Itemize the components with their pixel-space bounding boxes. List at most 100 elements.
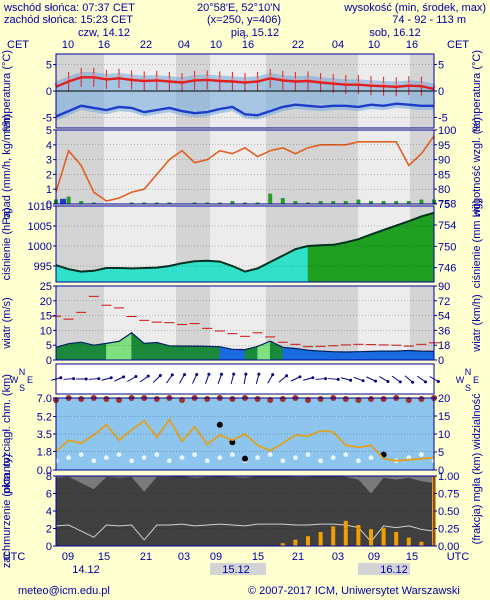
precip-bar xyxy=(419,199,424,204)
wind-speed-area-segment xyxy=(106,341,120,361)
precipitation-ytick-right: 80 xyxy=(438,184,450,196)
dewpoint-ensemble-point xyxy=(142,108,146,111)
cloud-base-marker xyxy=(179,455,185,461)
temperature-ensemble-point xyxy=(167,77,171,81)
cloud-base-marker xyxy=(204,458,210,464)
compass-south-label: S xyxy=(19,383,25,393)
wind-direction-arrowhead xyxy=(411,380,415,384)
wind-direction-arrowhead xyxy=(436,380,440,383)
wind-direction-arrowhead xyxy=(97,377,101,381)
temperature-ensemble-point xyxy=(306,77,310,81)
temperature-ensemble-point xyxy=(369,82,373,86)
wind-direction-arrowhead xyxy=(423,380,427,384)
precip-bar xyxy=(293,201,298,204)
cloud-top-marker xyxy=(380,396,387,403)
bottom-axis-date: 16.12 xyxy=(380,564,408,576)
pressure-area-segment xyxy=(206,260,221,283)
precip-bar xyxy=(318,201,323,204)
temperature-ensemble-point xyxy=(407,82,411,86)
pressure-area-segment xyxy=(118,267,132,283)
wind-direction-arrowhead xyxy=(324,377,328,381)
wind-direction-arrowhead xyxy=(207,372,211,376)
wind-direction-arrow xyxy=(63,378,74,380)
compass-north-label: N xyxy=(19,367,26,377)
cloud_cover-ytick-left: 4 xyxy=(46,506,52,518)
wind-direction-arrow xyxy=(205,374,210,384)
wind-direction-arrow xyxy=(255,374,260,384)
precip-bar xyxy=(129,202,134,204)
wind-direction-arrow xyxy=(353,376,364,382)
dewpoint-ensemble-point xyxy=(256,111,259,114)
pressure-ytick-right: 758 xyxy=(438,199,456,211)
wind-speed-area-segment xyxy=(206,346,221,361)
wind-speed-area-segment xyxy=(408,350,422,361)
pressure-area-segment xyxy=(358,234,372,283)
clouds_visibility-ytick-left: 7.0 xyxy=(37,393,52,405)
cloud-base-marker xyxy=(356,458,361,464)
wind-ytick-left: 25 xyxy=(40,281,52,293)
wind-speed-area-segment xyxy=(93,343,107,361)
cloud-base-marker xyxy=(368,455,374,461)
bottom-axis-date: 14.12 xyxy=(72,564,100,576)
contact-email-link[interactable]: meteo@icm.edu.pl xyxy=(18,585,110,597)
pressure-area-segment xyxy=(181,260,195,283)
wind-speed-area-segment xyxy=(232,349,246,361)
precipitation-ytick-left: 4 xyxy=(46,140,52,152)
cloud-layer-marker xyxy=(229,439,236,446)
precip-bar xyxy=(369,201,373,204)
cloud_cover-ytick-right: 0.75 xyxy=(438,489,459,501)
fog-fraction-bar xyxy=(343,520,348,546)
precipitation-ylabel-right: wilgotność wzgl. (%) xyxy=(471,117,483,218)
bottom-axis-tick: 15 xyxy=(98,551,110,563)
precip-bar xyxy=(255,202,260,204)
cloud-top-marker xyxy=(78,396,85,403)
fog-fraction-bar xyxy=(331,526,336,546)
wind-speed-area-segment xyxy=(68,341,82,361)
wind-direction-arrow xyxy=(114,376,124,382)
cloud_cover-ytick-left: 0 xyxy=(46,541,52,553)
bottom-axis-tick: 03 xyxy=(332,551,344,563)
altitude-label: wysokość (min, środek, max) xyxy=(344,2,486,14)
precipitation-ytick-left: 0 xyxy=(46,199,52,211)
cloud-top-marker xyxy=(317,396,324,403)
precip-bar xyxy=(91,202,96,204)
wind-ytick-left: 0 xyxy=(46,355,52,367)
cloud-top-marker xyxy=(103,396,110,403)
cloud-base-marker xyxy=(343,452,349,457)
compass-west-label: W xyxy=(10,375,19,385)
pressure-area-segment xyxy=(421,212,435,283)
cloud-top-marker xyxy=(368,396,374,403)
temperature-ensemble-point xyxy=(356,80,360,85)
cloud-top-marker xyxy=(418,396,425,403)
dewpoint-ensemble-point xyxy=(319,102,322,106)
pressure-ytick-left: 1005 xyxy=(28,221,52,233)
precipitation-day-band xyxy=(104,130,176,204)
cloud-base-marker xyxy=(141,455,147,461)
bottom-axis-tick: 09 xyxy=(210,551,222,563)
pressure-line xyxy=(55,211,435,273)
fog-fraction-bar xyxy=(318,532,323,546)
wind-speed-area-segment xyxy=(358,351,372,361)
clouds_visibility-border xyxy=(55,397,435,471)
wind-ytick-left: 5 xyxy=(46,340,52,352)
wind-direction-arrowhead xyxy=(183,373,186,377)
dewpoint-ensemble-point xyxy=(117,102,121,106)
wind-ytick-right: 36 xyxy=(438,325,450,337)
wind-direction-arrowhead xyxy=(122,375,126,379)
bottom-axis-tick: 09 xyxy=(368,551,380,563)
cloud-base-marker xyxy=(318,458,323,464)
dewpoint-ensemble-point xyxy=(92,103,96,107)
precipitation-day-band xyxy=(210,130,266,204)
top-axis-tick: 22 xyxy=(292,39,304,51)
fog-fraction-bar xyxy=(406,537,411,546)
precip-bar xyxy=(167,202,172,204)
precip-bar xyxy=(280,198,285,204)
bottom-axis-tick: 15 xyxy=(252,551,264,563)
wind-direction-arrow xyxy=(391,375,401,383)
dewpoint-ensemble-point xyxy=(218,105,222,108)
temperature-ensemble-point xyxy=(155,76,159,80)
temperature-ytick-left: 5 xyxy=(46,60,52,72)
temperature-ensemble-point xyxy=(419,82,423,86)
wind-direction-arrow xyxy=(404,375,413,383)
